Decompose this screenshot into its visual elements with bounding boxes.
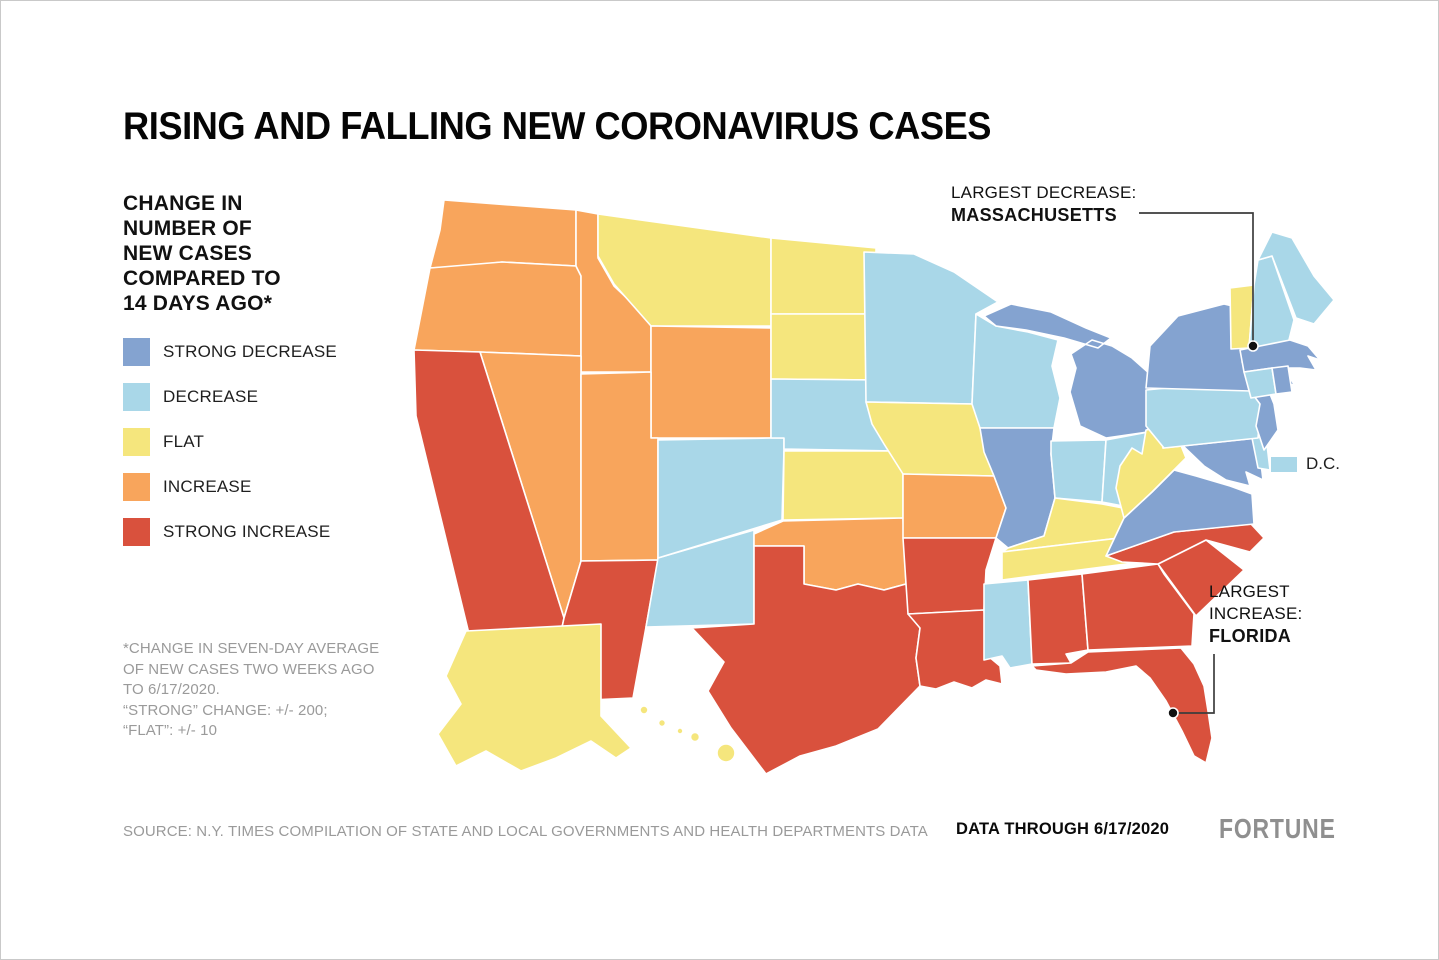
annotation-label: LARGEST — [1209, 582, 1290, 601]
marker-dot-florida — [1167, 707, 1179, 719]
annotation-largest-decrease: LARGEST DECREASE: MASSACHUSETTS — [951, 182, 1136, 227]
annotation-state-name: MASSACHUSETTS — [951, 205, 1117, 225]
legend-swatch-strong-decrease — [123, 338, 150, 366]
data-through-text: DATA THROUGH 6/17/2020 — [956, 820, 1170, 838]
state-hi — [639, 705, 649, 715]
legend-heading: CHANGE IN NUMBER OF NEW CASES COMPARED T… — [123, 192, 281, 315]
state-al — [1027, 573, 1089, 665]
state-wy — [650, 325, 772, 439]
leader-line-florida — [1173, 654, 1215, 714]
us-choropleth-map — [413, 199, 1335, 775]
dc-legend-swatch — [1271, 457, 1297, 472]
legend-item-label: INCREASE — [163, 477, 252, 496]
state-hi — [716, 743, 736, 763]
state-ms — [983, 579, 1033, 669]
state-or — [413, 261, 582, 357]
annotation-state-name: FLORIDA — [1209, 626, 1292, 646]
legend: STRONG DECREASE DECREASE FLAT INCREASE S… — [123, 338, 337, 563]
source-text: SOURCE: N.Y. TIMES COMPILATION OF STATE … — [123, 823, 928, 840]
state-wi — [971, 313, 1061, 429]
legend-item-decrease: DECREASE — [123, 383, 337, 411]
legend-swatch-flat — [123, 428, 150, 456]
dc-legend-label: D.C. — [1306, 454, 1340, 473]
state-hi — [689, 731, 701, 743]
state-fl — [1031, 647, 1213, 764]
state-ri — [1271, 365, 1293, 395]
fortune-logo: FORTUNE — [1219, 813, 1336, 844]
state-nd — [770, 237, 877, 315]
legend-item-flat: FLAT — [123, 428, 337, 456]
state-ar — [902, 537, 997, 615]
annotation-label: INCREASE: — [1209, 604, 1303, 623]
state-hi — [657, 718, 667, 728]
legend-swatch-increase — [123, 473, 150, 501]
state-ak — [437, 623, 632, 772]
legend-item-label: FLAT — [163, 432, 205, 451]
legend-item-strong-decrease: STRONG DECREASE — [123, 338, 337, 366]
state-ut — [580, 371, 659, 562]
state-mo — [902, 473, 1007, 539]
state-me — [1257, 231, 1335, 325]
marker-dot-massachusetts — [1247, 340, 1259, 352]
legend-item-label: STRONG INCREASE — [163, 522, 331, 541]
state-in — [1050, 439, 1107, 503]
state-wa — [429, 199, 577, 269]
legend-swatch-strong-increase — [123, 518, 150, 546]
state-hi — [676, 727, 684, 735]
legend-item-strong-increase: STRONG INCREASE — [123, 518, 337, 546]
legend-item-label: STRONG DECREASE — [163, 342, 337, 361]
annotation-largest-increase: LARGEST INCREASE: FLORIDA — [1209, 581, 1302, 648]
legend-swatch-decrease — [123, 383, 150, 411]
leader-line-massachusetts — [1139, 212, 1254, 346]
page-title: RISING AND FALLING NEW CORONAVIRUS CASES — [123, 105, 992, 148]
legend-item-label: DECREASE — [163, 387, 259, 406]
state-ks — [782, 450, 904, 521]
footnote: *CHANGE IN SEVEN-DAY AVERAGE OF NEW CASE… — [123, 640, 380, 739]
annotation-label: LARGEST DECREASE: — [951, 183, 1137, 202]
legend-item-increase: INCREASE — [123, 473, 337, 501]
